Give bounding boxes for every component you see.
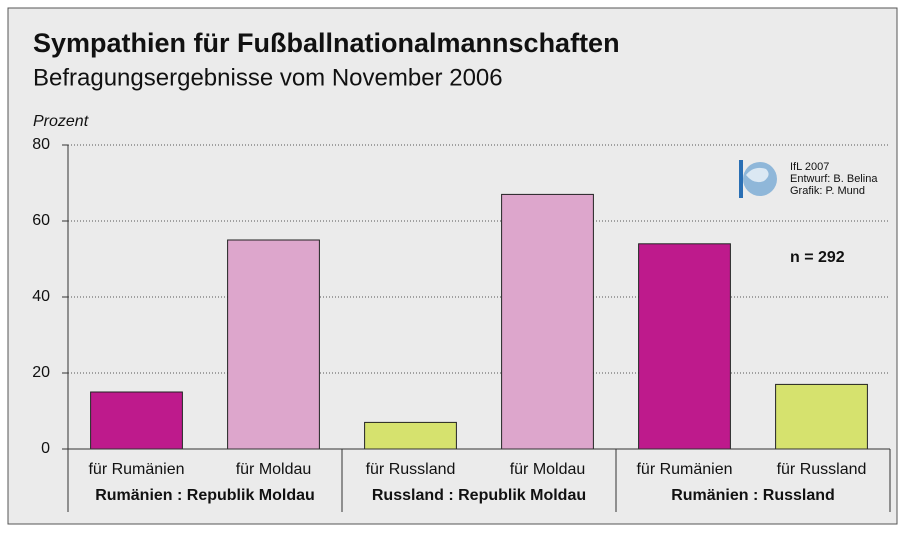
y-tick-label: 0 <box>41 440 50 457</box>
credit: Entwurf: B. Belina <box>790 173 878 185</box>
credit: Grafik: P. Mund <box>790 185 865 197</box>
x-tick-label: für Rumänien <box>88 461 184 478</box>
bar <box>364 421 457 450</box>
bar <box>775 383 868 450</box>
x-tick-label: für Rumänien <box>636 461 732 478</box>
x-tick-label: für Russland <box>777 461 867 478</box>
group-label: Rumänien : Republik Moldau <box>95 487 315 504</box>
y-tick-label: 40 <box>32 288 50 305</box>
y-axis-label: Prozent <box>33 113 89 130</box>
group-label: Russland : Republik Moldau <box>372 487 586 504</box>
x-tick-label: für Moldau <box>510 461 586 478</box>
y-tick-label: 60 <box>32 212 50 229</box>
group-label: Rumänien : Russland <box>671 487 835 504</box>
logo <box>739 160 777 198</box>
x-tick-label: für Moldau <box>236 461 312 478</box>
bar <box>638 243 731 450</box>
y-tick-label: 20 <box>32 364 50 381</box>
bar <box>90 391 183 450</box>
y-tick-label: 80 <box>32 136 50 153</box>
chart-subtitle: Befragungsergebnisse vom November 2006 <box>33 64 503 91</box>
credit: IfL 2007 <box>790 161 829 173</box>
bar <box>227 239 320 450</box>
annotation: n = 292 <box>790 249 845 266</box>
x-tick-label: für Russland <box>366 461 456 478</box>
chart-title: Sympathien für Fußballnationalmannschaft… <box>33 28 620 58</box>
bar <box>501 193 594 450</box>
